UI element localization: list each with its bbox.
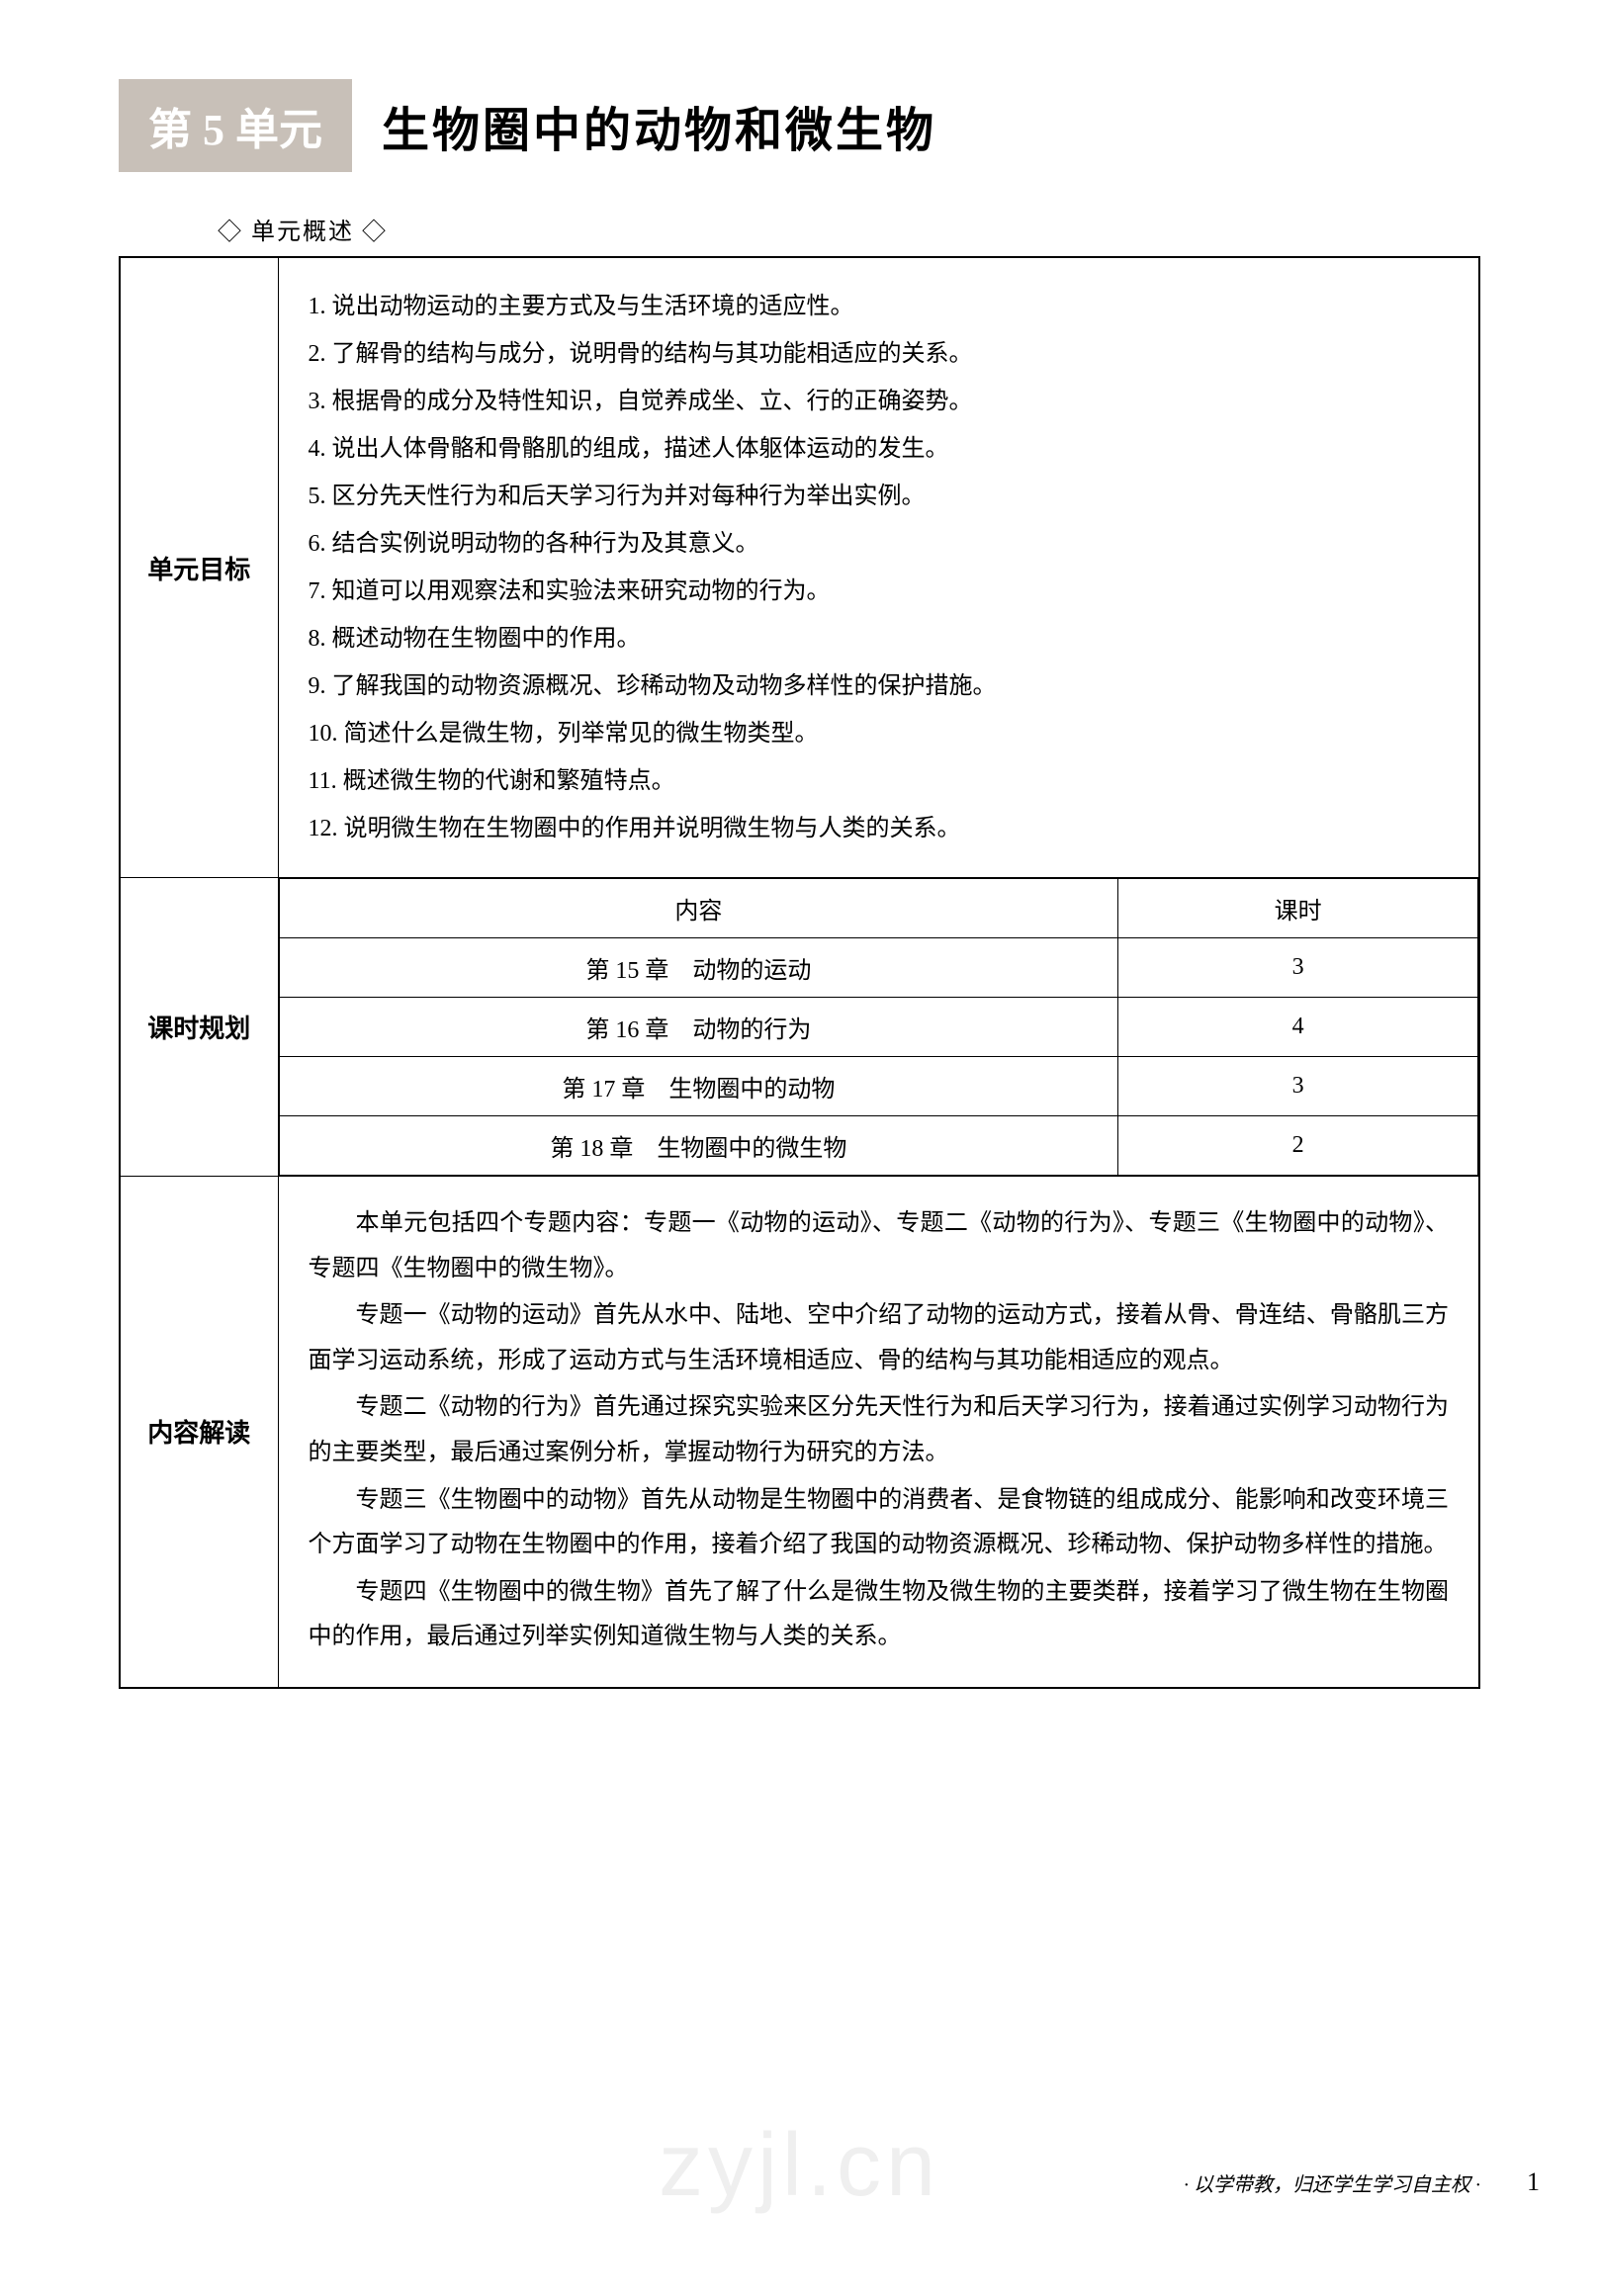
page-number: 1 <box>1527 2167 1540 2197</box>
section-label: ◇ 单元概述 ◇ <box>218 212 1480 246</box>
objective-item: 2. 了解骨的结构与成分，说明骨的结构与其功能相适应的关系。 <box>309 330 1450 378</box>
objective-item: 3. 根据骨的成分及特性知识，自觉养成坐、立、行的正确姿势。 <box>309 378 1450 425</box>
interpretation-label: 内容解读 <box>120 1177 278 1688</box>
objective-item: 12. 说明微生物在生物圈中的作用并说明微生物与人类的关系。 <box>309 805 1450 852</box>
schedule-label: 课时规划 <box>120 878 278 1177</box>
schedule-data-row: 第 18 章 生物圈中的微生物 2 <box>279 1116 1478 1176</box>
schedule-content: 内容 课时 第 15 章 动物的运动 3 第 16 章 动物的行为 4 第 17… <box>278 878 1479 1177</box>
schedule-chapter: 第 16 章 动物的行为 <box>279 998 1118 1057</box>
objective-item: 10. 简述什么是微生物，列举常见的微生物类型。 <box>309 710 1450 757</box>
objectives-content: 1. 说出动物运动的主要方式及与生活环境的适应性。 2. 了解骨的结构与成分，说… <box>278 257 1479 878</box>
interpretation-paragraph: 专题三《生物圈中的动物》首先从动物是生物圈中的消费者、是食物链的组成成分、能影响… <box>309 1478 1450 1568</box>
schedule-chapter: 第 18 章 生物圈中的微生物 <box>279 1116 1118 1176</box>
schedule-hours: 3 <box>1118 1057 1478 1116</box>
schedule-data-row: 第 17 章 生物圈中的动物 3 <box>279 1057 1478 1116</box>
schedule-content-header: 内容 <box>279 879 1118 938</box>
objective-item: 5. 区分先天性行为和后天学习行为并对每种行为举出实例。 <box>309 473 1450 520</box>
objectives-row: 单元目标 1. 说出动物运动的主要方式及与生活环境的适应性。 2. 了解骨的结构… <box>120 257 1479 878</box>
objective-item: 4. 说出人体骨骼和骨骼肌的组成，描述人体躯体运动的发生。 <box>309 425 1450 473</box>
schedule-data-row: 第 16 章 动物的行为 4 <box>279 998 1478 1057</box>
unit-title: 生物圈中的动物和微生物 <box>382 91 936 160</box>
objective-item: 1. 说出动物运动的主要方式及与生活环境的适应性。 <box>309 283 1450 330</box>
unit-header: 第 5 单元 生物圈中的动物和微生物 <box>119 79 1480 172</box>
schedule-chapter: 第 15 章 动物的运动 <box>279 938 1118 998</box>
schedule-hours: 4 <box>1118 998 1478 1057</box>
schedule-table: 内容 课时 第 15 章 动物的运动 3 第 16 章 动物的行为 4 第 17… <box>279 878 1479 1176</box>
schedule-chapter: 第 17 章 生物圈中的动物 <box>279 1057 1118 1116</box>
schedule-header-row: 内容 课时 <box>279 879 1478 938</box>
objectives-label: 单元目标 <box>120 257 278 878</box>
objective-item: 6. 结合实例说明动物的各种行为及其意义。 <box>309 520 1450 568</box>
overview-table: 单元目标 1. 说出动物运动的主要方式及与生活环境的适应性。 2. 了解骨的结构… <box>119 256 1480 1689</box>
interpretation-paragraph: 专题二《动物的行为》首先通过探究实验来区分先天性行为和后天学习行为，接着通过实例… <box>309 1385 1450 1475</box>
interpretation-paragraph: 本单元包括四个专题内容：专题一《动物的运动》、专题二《动物的行为》、专题三《生物… <box>309 1201 1450 1291</box>
schedule-row: 课时规划 内容 课时 第 15 章 动物的运动 3 第 16 章 动物的行为 4… <box>120 878 1479 1177</box>
interpretation-paragraph: 专题一《动物的运动》首先从水中、陆地、空中介绍了动物的运动方式，接着从骨、骨连结… <box>309 1293 1450 1383</box>
objective-item: 11. 概述微生物的代谢和繁殖特点。 <box>309 757 1450 805</box>
schedule-hours: 3 <box>1118 938 1478 998</box>
objective-item: 8. 概述动物在生物圈中的作用。 <box>309 615 1450 662</box>
objective-item: 7. 知道可以用观察法和实验法来研究动物的行为。 <box>309 568 1450 615</box>
unit-badge: 第 5 单元 <box>119 79 352 172</box>
schedule-data-row: 第 15 章 动物的运动 3 <box>279 938 1478 998</box>
schedule-hours-header: 课时 <box>1118 879 1478 938</box>
interpretation-content: 本单元包括四个专题内容：专题一《动物的运动》、专题二《动物的行为》、专题三《生物… <box>278 1177 1479 1688</box>
footer-text: · 以学带教，归还学生学习自主权 · <box>1184 2168 1480 2197</box>
schedule-hours: 2 <box>1118 1116 1478 1176</box>
interpretation-paragraph: 专题四《生物圈中的微生物》首先了解了什么是微生物及微生物的主要类群，接着学习了微… <box>309 1570 1450 1660</box>
objective-item: 9. 了解我国的动物资源概况、珍稀动物及动物多样性的保护措施。 <box>309 662 1450 710</box>
watermark: zyjl.cn <box>659 2115 940 2217</box>
interpretation-row: 内容解读 本单元包括四个专题内容：专题一《动物的运动》、专题二《动物的行为》、专… <box>120 1177 1479 1688</box>
